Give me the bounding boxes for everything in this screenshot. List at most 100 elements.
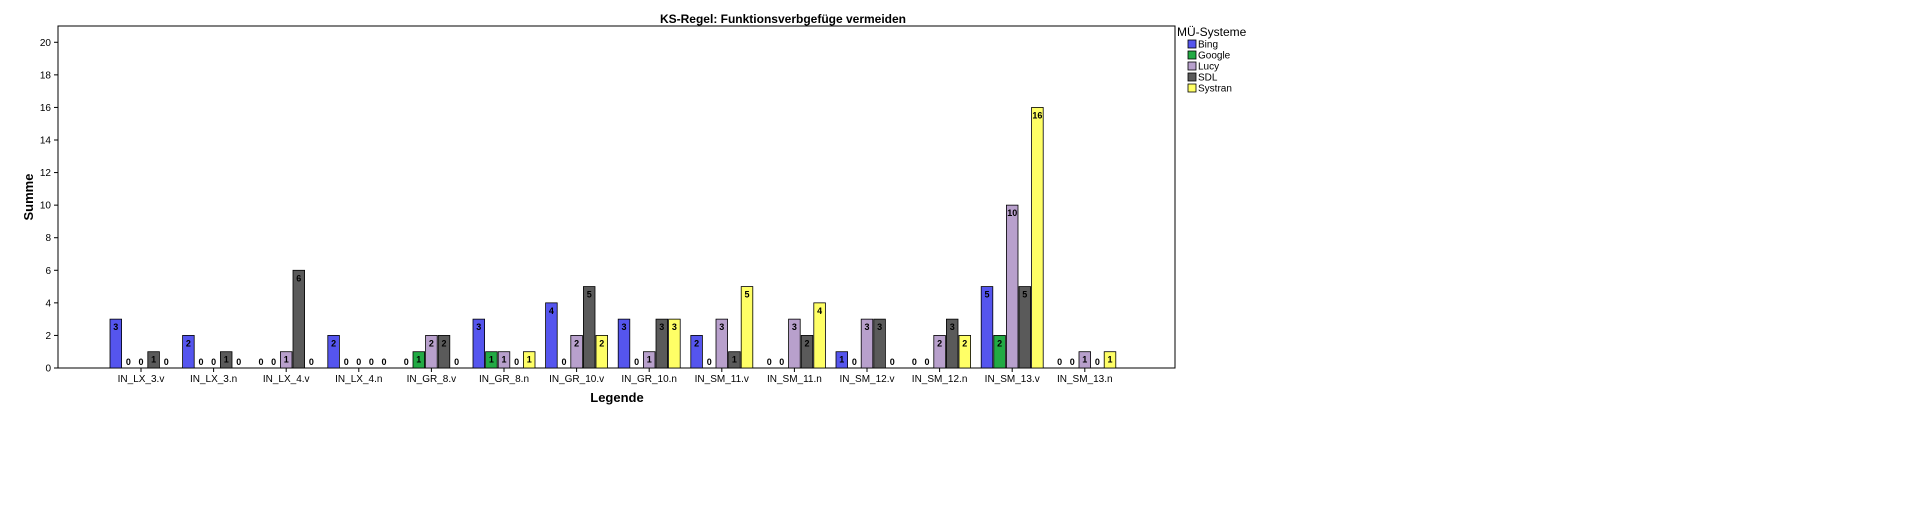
data-label: 0: [779, 357, 784, 367]
bar-bing: [545, 302, 558, 369]
data-label: 2: [441, 338, 446, 348]
data-label: 0: [912, 357, 917, 367]
bar-lucy: [1078, 351, 1092, 369]
bar-bing: [835, 351, 849, 369]
data-label: 0: [767, 357, 772, 367]
y-tick-label: 6: [45, 266, 51, 277]
x-tick-label: IN_LX_4.v: [263, 374, 310, 385]
x-tick-label: IN_GR_8.n: [479, 374, 529, 385]
bar-systran: [523, 351, 536, 369]
x-tick-label: IN_SM_12.n: [912, 374, 968, 385]
bar-sdl: [437, 335, 451, 369]
bar-bing: [472, 318, 486, 369]
data-label: 0: [211, 357, 216, 367]
legend-label: Lucy: [1198, 62, 1219, 73]
y-tick-label: 0: [45, 364, 51, 375]
bar-lucy: [497, 351, 511, 369]
data-label: 3: [659, 322, 664, 332]
x-tick-label: IN_SM_11.n: [767, 374, 822, 385]
bar-lucy: [643, 351, 656, 369]
data-label: 1: [839, 355, 844, 365]
x-tick-label: IN_SM_12.v: [839, 374, 894, 385]
bar-systran: [595, 335, 609, 369]
data-label: 1: [416, 355, 421, 365]
bar-lucy: [279, 351, 293, 369]
data-label: 1: [489, 355, 494, 365]
data-label: 3: [792, 322, 797, 332]
data-label: 10: [1007, 208, 1017, 218]
data-label: 2: [186, 338, 191, 348]
data-label: 0: [561, 357, 566, 367]
data-label: 0: [1095, 357, 1100, 367]
data-label: 3: [476, 322, 481, 332]
bar-sdl: [1018, 286, 1032, 369]
legend-swatch-google: [1187, 50, 1197, 60]
legend-label: Systran: [1198, 84, 1232, 95]
data-label: 0: [198, 357, 203, 367]
data-label: 0: [271, 357, 276, 367]
bar-systran: [740, 286, 754, 369]
bar-systran: [1031, 107, 1044, 369]
data-label: 2: [997, 338, 1002, 348]
bar-sdl: [800, 335, 814, 369]
data-label: 2: [962, 338, 967, 348]
data-label: 3: [621, 322, 626, 332]
data-label: 0: [707, 357, 712, 367]
chart-title: KS-Regel: Funktionsverbgefüge vermeiden: [660, 12, 906, 26]
bar-google: [993, 335, 1006, 369]
x-tick-label: IN_SM_13.v: [985, 374, 1040, 385]
bar-bing: [690, 335, 703, 369]
y-tick-label: 8: [45, 233, 51, 244]
y-tick-label: 18: [40, 70, 52, 81]
data-label: 0: [381, 357, 386, 367]
x-tick-label: IN_SM_11.v: [695, 374, 749, 385]
bar-bing: [617, 318, 631, 369]
data-label: 0: [138, 357, 143, 367]
y-tick-label: 2: [45, 331, 51, 342]
data-label: 1: [151, 355, 156, 365]
data-label: 3: [950, 322, 955, 332]
y-tick-label: 12: [40, 168, 52, 179]
legend-swatch-systran: [1187, 83, 1197, 93]
bar-lucy: [715, 318, 729, 369]
data-label: 2: [694, 338, 699, 348]
data-label: 1: [647, 355, 652, 365]
data-label: 1: [732, 355, 737, 365]
x-tick-label: IN_LX_4.n: [335, 374, 382, 385]
data-label: 0: [164, 357, 169, 367]
bar-bing: [182, 335, 195, 369]
bar-systran: [1103, 351, 1117, 369]
bar-lucy: [1006, 204, 1019, 369]
data-label: 0: [236, 357, 241, 367]
data-label: 0: [454, 357, 459, 367]
data-label: 5: [587, 290, 592, 300]
data-label: 2: [937, 338, 942, 348]
bar-sdl: [292, 269, 306, 369]
y-axis: 0 2 4 6 8 10 12 14 16 18 20: [40, 38, 58, 375]
x-axis: IN_LX_3.v IN_LX_3.n IN_LX_4.v IN_LX_4.n IN_G…: [118, 368, 1113, 385]
data-label: 3: [864, 322, 869, 332]
legend-label: SDL: [1198, 73, 1218, 84]
bar-sdl: [583, 286, 596, 369]
data-label: 0: [356, 357, 361, 367]
data-label: 3: [113, 322, 118, 332]
bar-lucy: [788, 318, 801, 369]
y-tick-label: 10: [40, 201, 52, 212]
data-label: 1: [527, 355, 532, 365]
data-label: 0: [924, 357, 929, 367]
bar-sdl: [728, 351, 741, 369]
data-label: 2: [574, 338, 579, 348]
y-axis-title: Summe: [21, 174, 36, 221]
data-label: 1: [501, 355, 506, 365]
data-label: 0: [1057, 357, 1062, 367]
bar-sdl: [147, 351, 160, 369]
bar-sdl: [873, 318, 886, 369]
legend-swatch-lucy: [1187, 61, 1197, 71]
x-tick-label: IN_SM_13.n: [1057, 374, 1113, 385]
legend-title: MÜ-Systeme: [1177, 25, 1247, 39]
data-label: 5: [1022, 290, 1027, 300]
data-label: 0: [404, 357, 409, 367]
